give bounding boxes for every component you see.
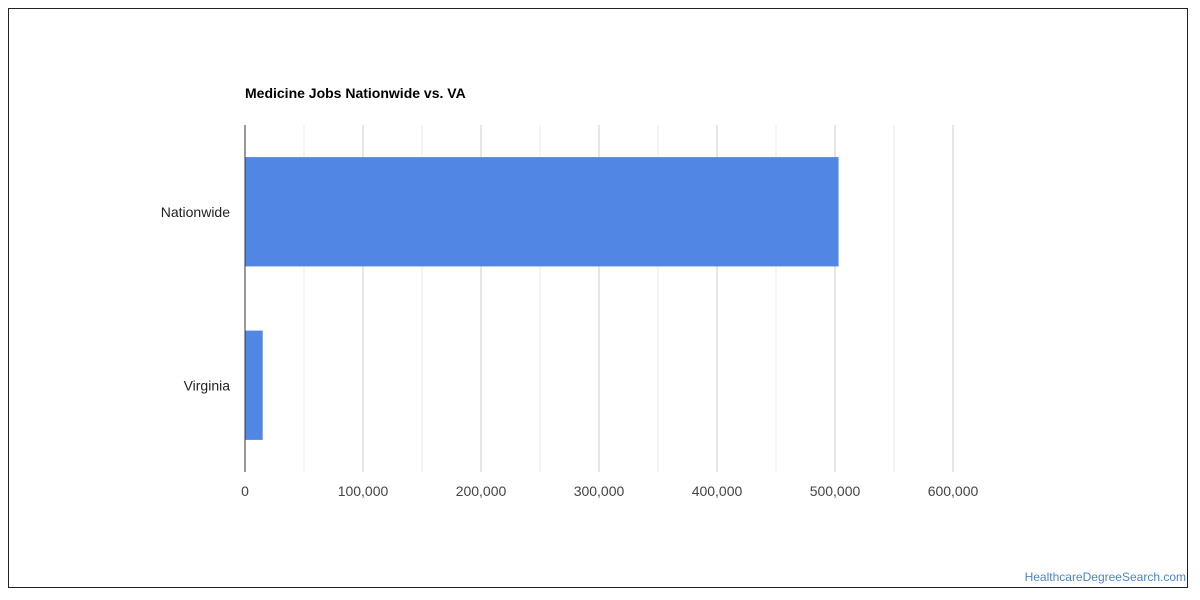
x-tick-label: 400,000 (692, 483, 743, 499)
source-credit-link[interactable]: HealthcareDegreeSearch.com (1024, 570, 1186, 584)
chart-frame (8, 8, 1188, 588)
category-labels: Nationwide Virginia (161, 204, 230, 394)
x-tick-label: 300,000 (574, 483, 625, 499)
chart-title: Medicine Jobs Nationwide vs. VA (245, 85, 466, 101)
x-tick-label: 600,000 (928, 483, 979, 499)
category-label: Virginia (184, 377, 231, 393)
bar-virginia[interactable] (245, 330, 263, 440)
x-tick-label: 100,000 (338, 483, 389, 499)
category-label: Nationwide (161, 204, 230, 220)
x-tick-label: 0 (241, 483, 249, 499)
x-tick-labels: 0 100,000 200,000 300,000 400,000 500,000 600,… (241, 483, 978, 499)
x-tick-label: 200,000 (456, 483, 507, 499)
bar-nationwide[interactable] (245, 157, 839, 267)
x-tick-label: 500,000 (810, 483, 861, 499)
bars (245, 157, 839, 440)
